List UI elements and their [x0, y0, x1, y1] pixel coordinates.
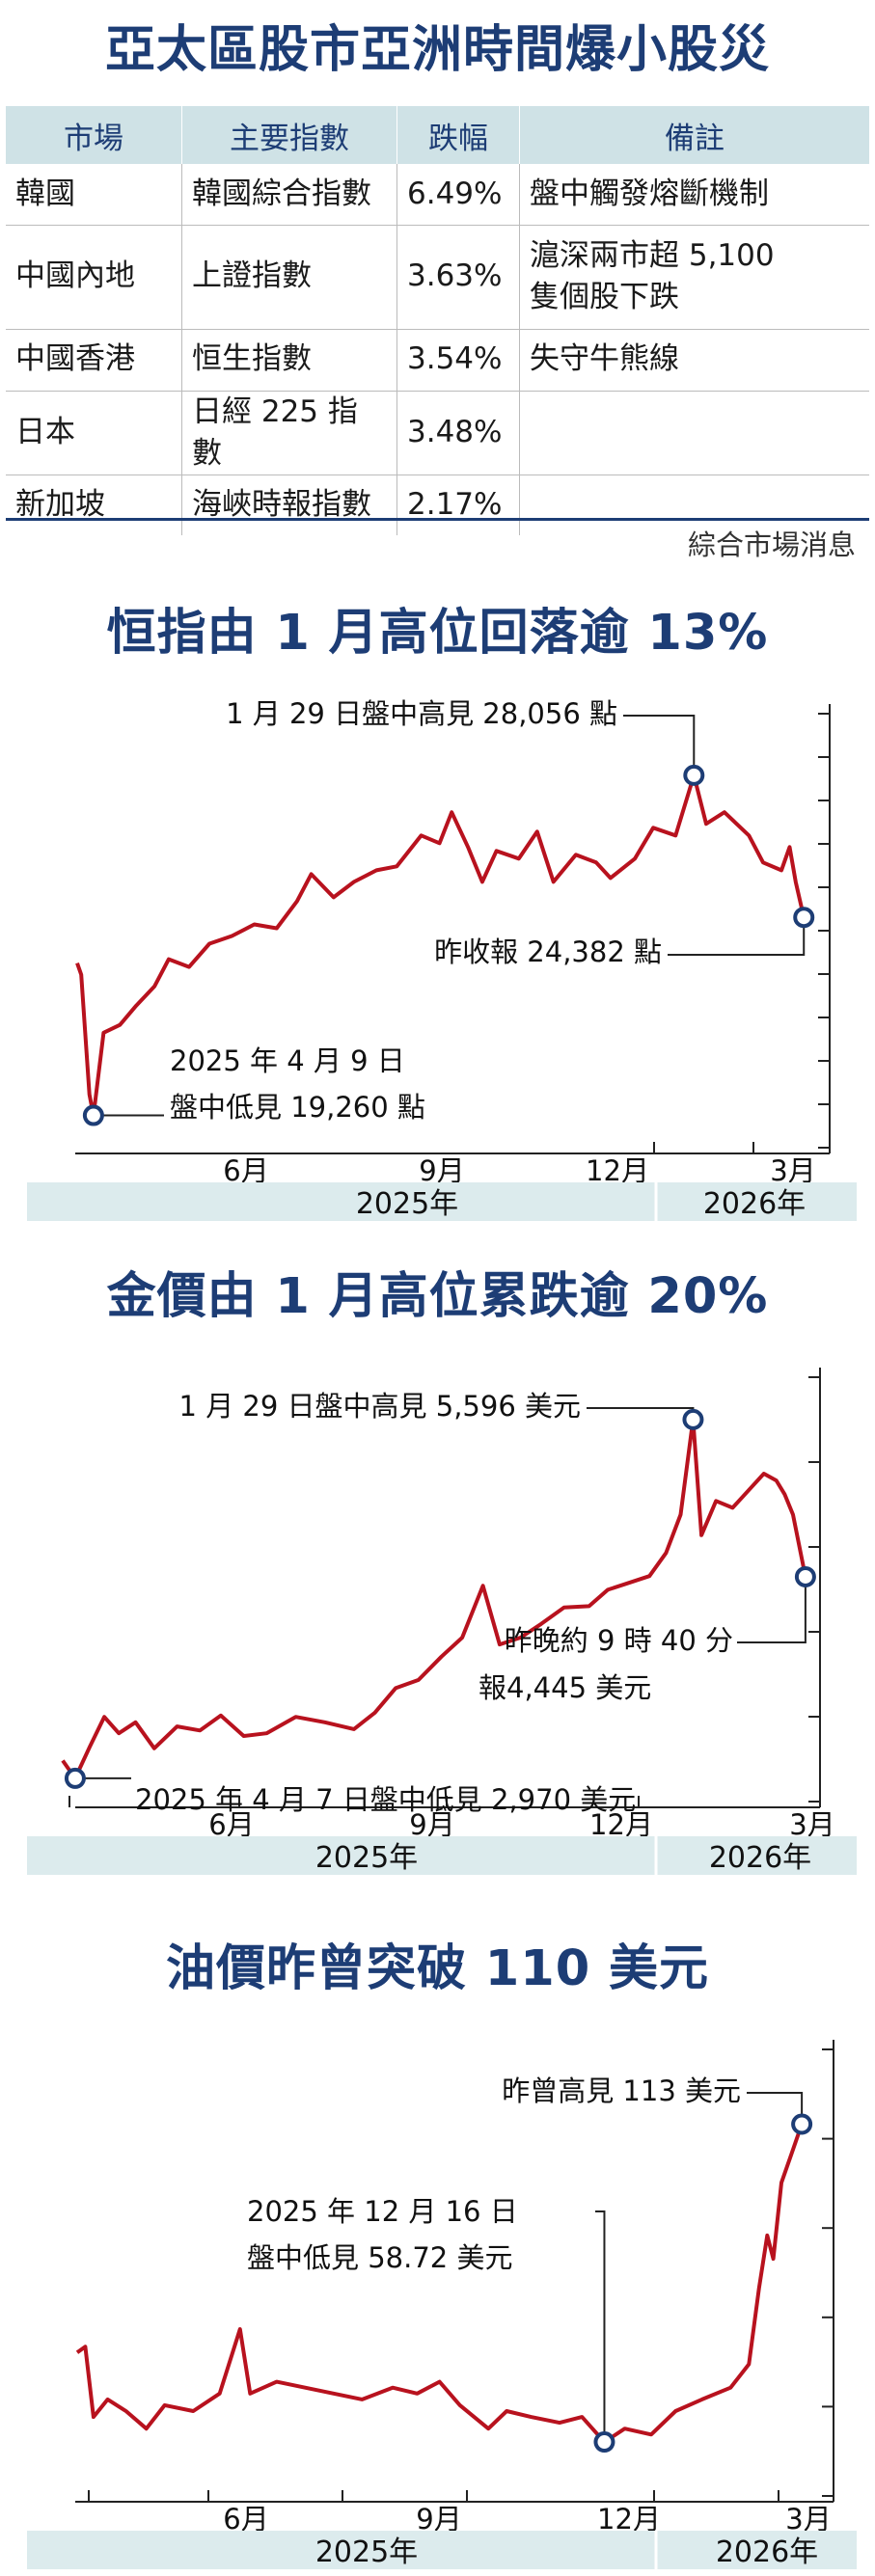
market-table: 市場 主要指數 跌幅 備註 韓國 韓國綜合指數 6.49% 盤中觸發熔斷機制 中…	[6, 106, 869, 535]
price-series-line	[75, 773, 807, 1118]
low-marker	[64, 1767, 86, 1789]
note-line: 盤中觸發熔斷機制	[530, 176, 769, 211]
year-label: 2026年	[716, 2535, 818, 2569]
cell-index: 恒生指數	[181, 329, 397, 392]
low-marker	[82, 1104, 104, 1126]
cell-index: 上證指數	[181, 225, 397, 330]
low-annotation: 2025 年 12 月 16 日	[247, 2195, 518, 2228]
month-tick-label: 12月	[586, 1154, 649, 1187]
cell-market: 韓國	[6, 164, 182, 226]
last-leader-line	[668, 927, 806, 956]
year-label: 2025年	[356, 1187, 458, 1221]
header-note: 備註	[519, 106, 869, 164]
year-band	[27, 2531, 857, 2569]
high-marker	[791, 2113, 813, 2135]
note-line: 失守牛熊線	[530, 341, 679, 377]
cell-note: 失守牛熊線	[519, 329, 869, 392]
cell-index: 海峽時報指數	[181, 475, 397, 535]
cell-index: 日經 225 指數	[181, 391, 397, 476]
gold-chart: 6月 9月 12月 3月 2025年 2026年 1 月 29 日盤中高見 5,596 美元…	[27, 1368, 857, 1875]
table-row: 新加坡 海峽時報指數 2.17%	[6, 475, 869, 535]
chart-title-oil: 油價昨曾突破 110 美元	[166, 1940, 709, 1997]
month-tick-label: 3月	[789, 1808, 834, 1841]
month-tick-label: 6月	[208, 1808, 254, 1841]
high-marker	[682, 1408, 704, 1430]
month-tick-label: 3月	[770, 1154, 815, 1187]
year-label: 2025年	[315, 2535, 418, 2569]
high-leader-line	[587, 1407, 695, 1410]
year-label: 2026年	[703, 1187, 806, 1221]
month-tick-label: 9月	[416, 2503, 461, 2535]
month-tick-label: 9月	[419, 1154, 464, 1187]
cell-note: 滬深兩市超 5,100 隻個股下跌	[519, 225, 869, 330]
cell-market: 日本	[6, 391, 182, 476]
chart-title-hsi: 恒指由 1 月高位回落逾 13%	[106, 605, 769, 662]
header-market: 市場	[6, 106, 182, 164]
month-tick-label: 12月	[597, 2503, 661, 2535]
table-header-row: 市場 主要指數 跌幅 備註	[6, 106, 869, 164]
low-annotation: 盤中低見 58.72 美元	[247, 2241, 512, 2274]
header-index: 主要指數	[181, 106, 397, 164]
year-band	[27, 1836, 857, 1875]
low-leader-line	[595, 2210, 606, 2433]
last-marker	[793, 907, 815, 929]
high-annotation: 1 月 29 日盤中高見 5,596 美元	[179, 1390, 581, 1423]
high-marker	[683, 764, 705, 786]
year-band	[27, 1182, 857, 1221]
source-note: 綜合市場消息	[687, 529, 856, 561]
price-series-line	[61, 1417, 807, 1780]
price-series-line	[75, 2123, 804, 2445]
cell-drop: 3.63%	[396, 225, 520, 330]
table-bottom-rule	[6, 518, 869, 521]
note-line: 隻個股下跌	[530, 280, 679, 314]
chart-title-gold: 金價由 1 月高位累跌逾 20%	[106, 1268, 769, 1325]
low-annotation: 盤中低見 19,260 點	[170, 1091, 425, 1124]
cell-note: 盤中觸發熔斷機制	[519, 164, 869, 226]
last-marker	[794, 1565, 816, 1587]
cell-market: 中國內地	[6, 225, 182, 330]
last-leader-line	[737, 1586, 807, 1643]
main-title: 亞太區股市亞洲時間爆小股災	[104, 21, 770, 79]
note-line: 滬深兩市超 5,100	[530, 237, 775, 273]
low-annotation: 2025 年 4 月 7 日盤中低見 2,970 美元	[135, 1783, 636, 1816]
high-leader-line	[747, 2092, 804, 2115]
cell-market: 新加坡	[6, 475, 182, 535]
last-annotation: 昨收報 24,382 點	[434, 935, 662, 968]
month-tick-label: 6月	[223, 1154, 268, 1187]
low-marker	[593, 2431, 615, 2454]
hsi-chart: 6月 9月 12月 3月 2025年 2026年 1 月 29 日盤中高見 28,056 點…	[27, 697, 857, 1221]
cell-drop: 2.17%	[396, 475, 520, 535]
cell-drop: 3.48%	[396, 391, 520, 476]
month-tick-label: 9月	[409, 1808, 454, 1841]
table-row: 中國內地 上證指數 3.63% 滬深兩市超 5,100 隻個股下跌	[6, 225, 869, 330]
last-annotation: 報4,445 美元	[479, 1671, 651, 1704]
table-row: 日本 日經 225 指數 3.48%	[6, 391, 869, 476]
month-tick-label: 3月	[785, 2503, 831, 2535]
cell-drop: 3.54%	[396, 329, 520, 392]
cell-index: 韓國綜合指數	[181, 164, 397, 226]
cell-drop: 6.49%	[396, 164, 520, 226]
high-annotation: 1 月 29 日盤中高見 28,056 點	[226, 697, 617, 730]
high-leader-line	[623, 715, 696, 766]
last-annotation: 昨晚約 9 時 40 分	[505, 1624, 733, 1657]
cell-note	[519, 391, 869, 476]
table-row: 韓國 韓國綜合指數 6.49% 盤中觸發熔斷機制	[6, 164, 869, 226]
header-drop: 跌幅	[396, 106, 520, 164]
low-annotation: 2025 年 4 月 9 日	[170, 1044, 405, 1077]
year-label: 2025年	[315, 1841, 418, 1875]
month-tick-label: 12月	[589, 1808, 653, 1841]
table-row: 中國香港 恒生指數 3.54% 失守牛熊線	[6, 329, 869, 392]
month-tick-label: 6月	[223, 2503, 268, 2535]
oil-chart: 6月 9月 12月 3月 2025年 2026年 昨曾高見 113 美元 2025 年 12 …	[27, 2040, 857, 2569]
cell-market: 中國香港	[6, 329, 182, 392]
high-annotation: 昨曾高見 113 美元	[502, 2074, 741, 2107]
year-label: 2026年	[709, 1841, 811, 1875]
